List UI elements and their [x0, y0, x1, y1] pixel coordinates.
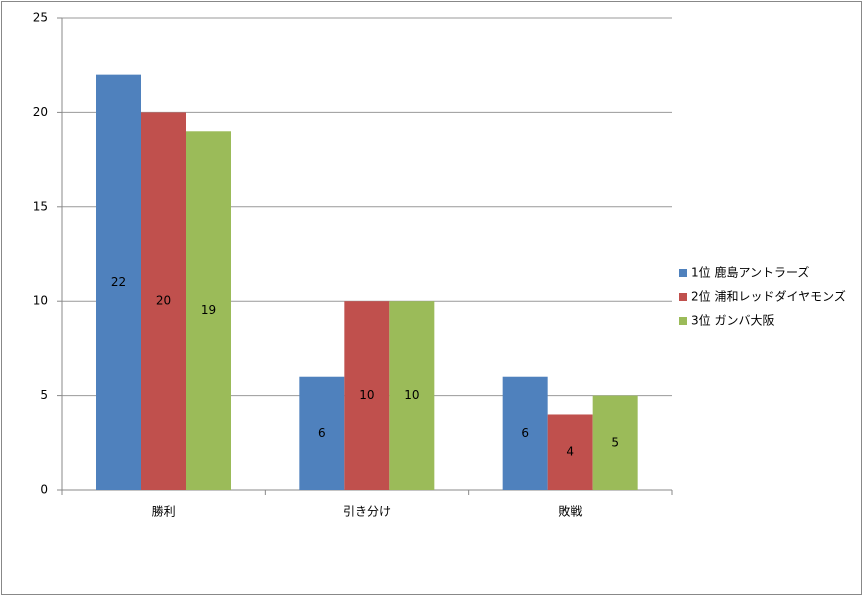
- bar: [592, 395, 638, 490]
- y-tick-label: 25: [33, 11, 48, 25]
- x-tick-label: 勝利: [152, 504, 176, 519]
- legend-label: 2位 浦和レッドダイヤモンズ: [691, 289, 846, 304]
- legend-swatch: [679, 269, 687, 277]
- data-label: 22: [111, 275, 126, 289]
- x-tick-label: 敗戦: [558, 504, 582, 519]
- bar: [96, 74, 141, 490]
- bar: [141, 112, 186, 491]
- legend-swatch: [679, 317, 687, 325]
- data-label: 4: [566, 445, 574, 459]
- data-label: 10: [404, 388, 419, 402]
- bar: [502, 376, 548, 490]
- bar: [547, 414, 593, 490]
- data-label: 19: [201, 303, 216, 317]
- y-tick-label: 5: [40, 388, 48, 402]
- legend-label: 3位 ガンバ大阪: [691, 313, 774, 328]
- y-tick-label: 10: [33, 294, 48, 308]
- y-tick-label: 0: [40, 483, 48, 497]
- legend-swatch: [679, 293, 687, 301]
- data-label: 5: [611, 435, 619, 449]
- data-label: 6: [521, 426, 529, 440]
- y-tick-label: 20: [33, 105, 48, 119]
- x-tick-label: 引き分け: [343, 505, 391, 519]
- bar: [299, 376, 345, 490]
- bar: [344, 301, 390, 490]
- y-tick-label: 15: [33, 199, 48, 213]
- legend-label: 1位 鹿島アントラーズ: [691, 265, 809, 280]
- data-label: 10: [359, 388, 374, 402]
- data-label: 20: [156, 294, 171, 308]
- bar: [186, 131, 231, 490]
- bar: [389, 301, 435, 490]
- data-label: 6: [318, 426, 326, 440]
